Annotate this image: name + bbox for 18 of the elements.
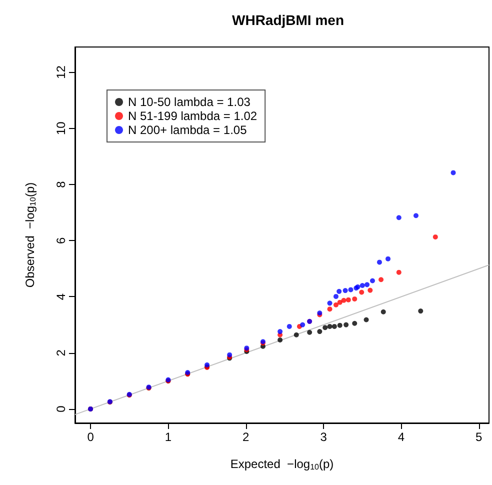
y-tick-label: 0 xyxy=(54,405,68,412)
legend-label: N 200+ lambda = 1.05 xyxy=(128,123,248,137)
y-tick-label: 10 xyxy=(54,121,68,136)
x-tick-label: 3 xyxy=(320,430,328,444)
legend-label: N 10-50 lambda = 1.03 xyxy=(128,95,251,109)
x-tick-label: 4 xyxy=(398,430,405,444)
legend-label: N 51-199 lambda = 1.02 xyxy=(128,109,258,123)
y-axis-title: Observed −log10(p) xyxy=(23,182,38,288)
chart-title: WHRadjBMI men xyxy=(232,12,344,28)
x-tick-label: 5 xyxy=(476,430,483,444)
x-tick-label: 2 xyxy=(242,430,250,444)
y-tick-label: 12 xyxy=(54,65,68,79)
y-tick-label: 8 xyxy=(54,180,68,188)
y-tick-label: 6 xyxy=(54,236,68,244)
y-tick-label: 2 xyxy=(54,349,68,356)
y-tick-label: 4 xyxy=(54,293,68,300)
x-tick-label: 0 xyxy=(87,430,94,444)
x-tick-label: 1 xyxy=(164,430,172,444)
